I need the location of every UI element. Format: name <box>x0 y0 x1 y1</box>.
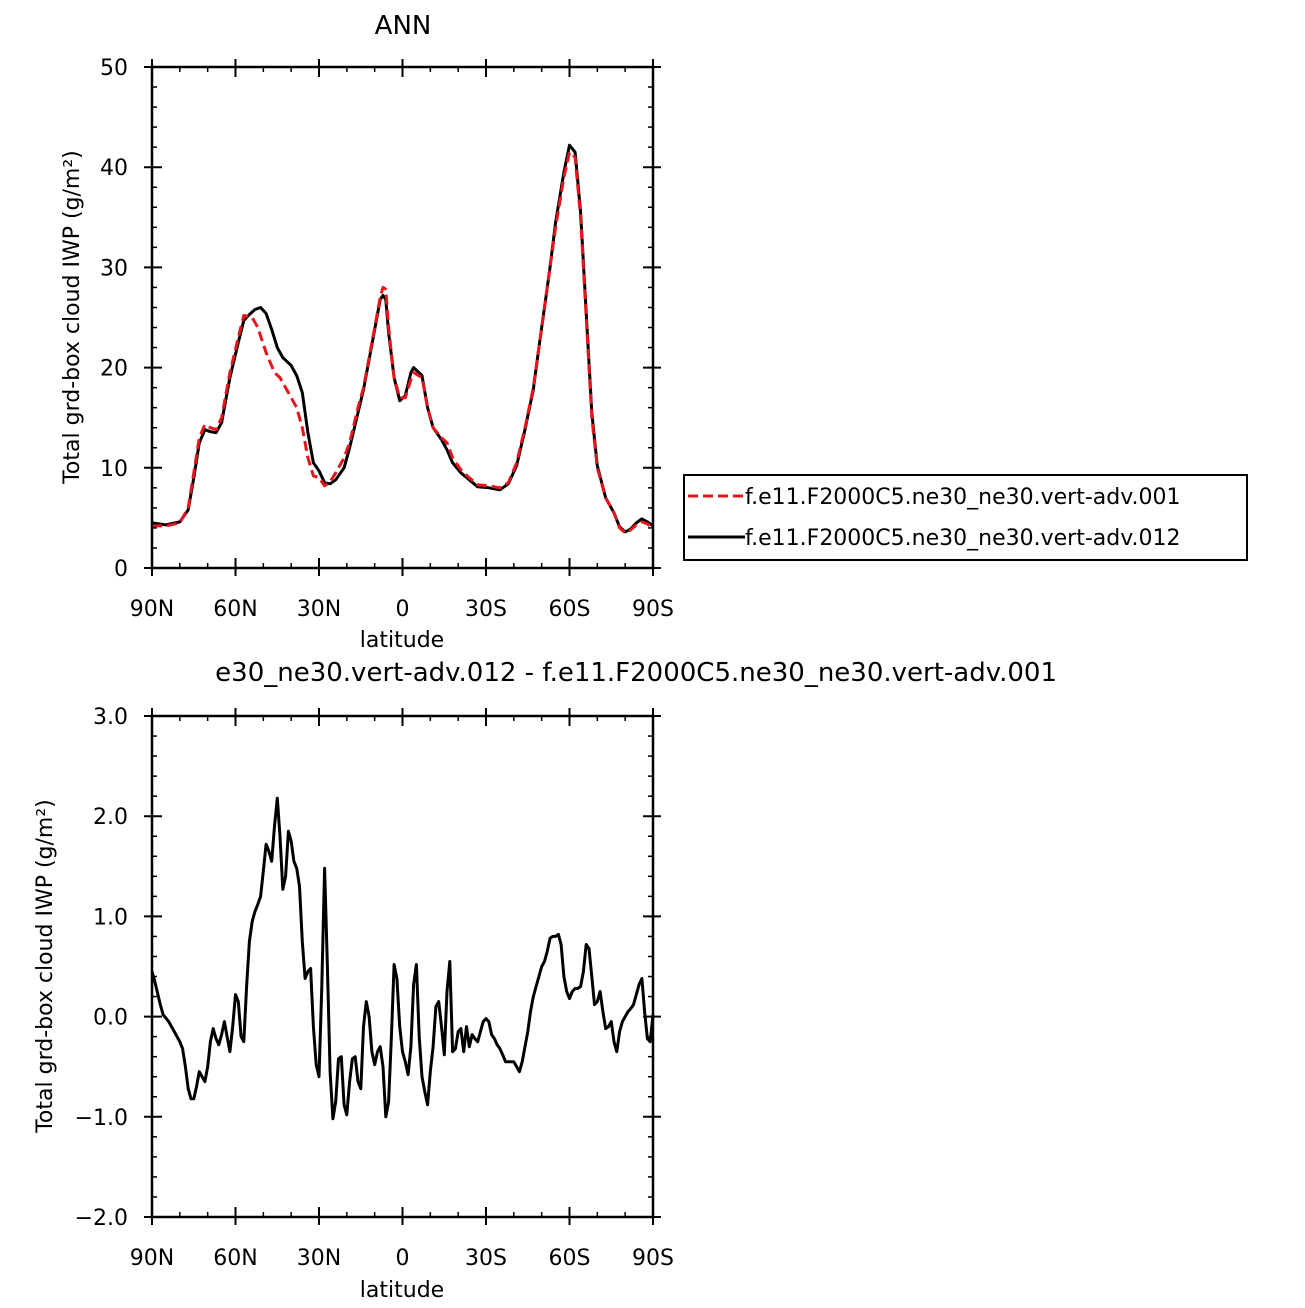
top-y-tick-label: 40 <box>100 156 128 181</box>
top-x-tick-label: 90N <box>130 597 174 622</box>
top-y-tick-label: 50 <box>100 56 128 81</box>
top-panel: ANN 90N 60N 30N 0 30S 60S 90S 0 10 20 30 40 50 latit… <box>60 11 1248 653</box>
bottom-panel-title: e30_ne30.vert-adv.012 - f.e11.F2000C5.ne… <box>215 658 1057 688</box>
bottom-panel: e30_ne30.vert-adv.012 - f.e11.F2000C5.ne… <box>33 658 1057 1303</box>
top-y-tick-label: 20 <box>100 357 128 382</box>
legend-box <box>683 474 1248 561</box>
top-plot-frame <box>150 65 655 570</box>
bottom-y-tick-label: −2.0 <box>75 1206 128 1231</box>
bottom-x-tick-label: 60N <box>213 1246 257 1271</box>
bottom-x-tick-label: 60S <box>549 1246 591 1271</box>
bottom-y-tick-label: 3.0 <box>93 705 128 730</box>
bottom-x-axis-label: latitude <box>360 1278 444 1303</box>
legend-label-control: f.e11.F2000C5.ne30_ne30.vert-adv.001 <box>745 485 1181 510</box>
bottom-y-tick-label: −1.0 <box>75 1106 128 1131</box>
bottom-plot-frame <box>150 714 655 1219</box>
bottom-y-tick-label: 1.0 <box>93 905 128 930</box>
top-panel-title: ANN <box>375 11 432 41</box>
top-x-tick-label: 30N <box>297 597 341 622</box>
bottom-y-tick-label: 0.0 <box>93 1006 128 1031</box>
top-x-axis-label: latitude <box>360 628 444 653</box>
bottom-x-tick-label: 30N <box>297 1246 341 1271</box>
bottom-series-line-0 <box>150 796 655 1121</box>
top-series-line-0 <box>152 150 654 535</box>
top-x-tick-label: 90S <box>632 597 674 622</box>
top-x-tick-label: 0 <box>396 597 410 622</box>
top-y-tick-label: 0 <box>114 557 128 582</box>
top-x-tick-label: 60N <box>213 597 257 622</box>
bottom-y-axis-label: Total grd-box cloud IWP (g/m²) <box>33 799 58 1134</box>
bottom-x-tick-label: 30S <box>465 1246 507 1271</box>
top-x-tick-label: 30S <box>465 597 507 622</box>
top-y-axis-label: Total grd-box cloud IWP (g/m²) <box>60 150 85 485</box>
legend-label-test: f.e11.F2000C5.ne30_ne30.vert-adv.012 <box>745 526 1181 551</box>
legend: f.e11.F2000C5.ne30_ne30.vert-adv.001 f.e… <box>683 474 1248 561</box>
bottom-x-tick-label: 90N <box>130 1246 174 1271</box>
top-x-tick-label: 60S <box>549 597 591 622</box>
bottom-y-tick-label: 2.0 <box>93 805 128 830</box>
top-y-tick-label: 30 <box>100 256 128 281</box>
bottom-x-tick-label: 0 <box>396 1246 410 1271</box>
bottom-x-tick-label: 90S <box>632 1246 674 1271</box>
top-y-tick-label: 10 <box>100 457 128 482</box>
